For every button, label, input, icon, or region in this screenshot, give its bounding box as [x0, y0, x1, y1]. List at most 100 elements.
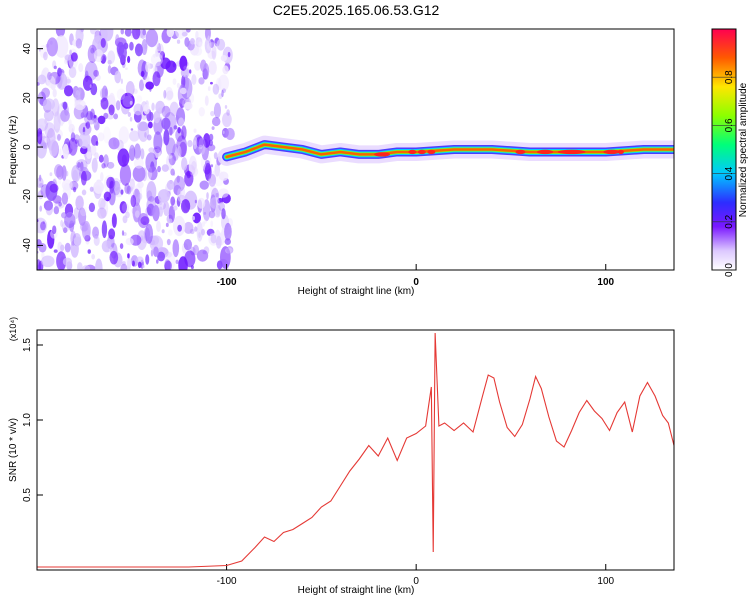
heatmap-noise-point-275: [116, 88, 126, 100]
heatmap-noise-point-422: [196, 249, 209, 262]
heatmap-noise-point-178: [112, 177, 121, 191]
heatmap-noise-point-588: [140, 70, 145, 78]
heatmap-noise-point-139: [113, 187, 124, 198]
heatmap-noise-point-568: [161, 117, 171, 130]
heatmap-noise-point-499: [215, 77, 222, 91]
heatmap-noise-point-703: [152, 204, 160, 222]
heatmap-noise-point-530: [60, 219, 64, 227]
heatmap-noise-point-503: [115, 100, 121, 111]
heatmap-noise-point-710: [43, 220, 45, 225]
heatmap-noise-point-309: [218, 74, 229, 92]
heatmap-noise-point-674: [197, 197, 206, 209]
heatmap-noise-point-578: [155, 43, 163, 52]
heatmap-noise-point-457: [55, 72, 68, 90]
heatmap-ridge-peak-7: [603, 149, 620, 155]
heatmap-noise-point-583: [176, 82, 181, 89]
line-x-tick-label-0: -100: [217, 576, 237, 587]
heatmap-noise-point-460: [114, 70, 122, 84]
heatmap-noise-point-553: [146, 134, 152, 141]
heatmap-noise-point-493: [198, 41, 202, 47]
bottom-y-multiplier: (x10⁴): [8, 317, 18, 341]
heatmap-noise-point-575: [127, 55, 131, 64]
heatmap-noise-point-486: [164, 86, 174, 101]
heatmap-noise-point-497: [208, 178, 213, 184]
heatmap-noise-point-714: [180, 87, 187, 95]
heatmap-noise-point-596: [108, 228, 116, 240]
heatmap-noise-point-638: [132, 165, 146, 182]
heatmap-noise-point-162: [222, 130, 225, 134]
heatmap-noise-point-584: [109, 250, 119, 265]
heatmap-noise-point-559: [106, 112, 114, 120]
heatmap-noise-point-473: [37, 259, 41, 270]
heatmap-noise-point-211: [181, 125, 187, 140]
heatmap-noise-point-698: [69, 49, 72, 55]
heatmap-noise-point-413: [136, 230, 148, 250]
heatmap-noise-point-625: [38, 174, 42, 182]
heatmap-noise-point-165: [136, 256, 144, 264]
heatmap-noise-point-590: [199, 144, 203, 149]
heatmap-noise-point-80: [211, 126, 215, 130]
colorbar-tick-label-4: 0.8: [724, 70, 735, 84]
heatmap-noise-point-554: [104, 88, 108, 97]
heatmap-noise-point-513: [115, 34, 120, 45]
heatmap-noise-point-340: [204, 162, 212, 182]
heatmap-noise-point-379: [176, 39, 181, 44]
heatmap-noise-point-397: [68, 66, 77, 78]
heatmap-noise-point-630: [222, 112, 232, 128]
line-x-axis-label: Height of straight line (km): [298, 585, 415, 596]
heatmap-noise-point-383: [59, 148, 62, 157]
heatmap-noise-point-667: [132, 29, 141, 40]
heatmap-noise-point-392: [222, 65, 229, 75]
heatmap-y-axis-label: Frequency (Hz): [8, 116, 19, 185]
heatmap-noise-point-348: [72, 169, 79, 183]
heatmap-noise-point-619: [75, 87, 82, 96]
heatmap-noise-point-438: [165, 154, 173, 171]
heatmap-noise-point-626: [208, 133, 214, 142]
heatmap-noise-point-321: [85, 121, 91, 129]
heatmap-ridge-layer: [217, 135, 674, 166]
heatmap-noise-point-582: [116, 41, 125, 56]
line-y-tick-label-1: 1.0: [22, 413, 33, 427]
heatmap-noise-point-458: [87, 249, 91, 254]
heatmap-noise-point-604: [173, 147, 179, 158]
heatmap-x-tick-label-0: -100: [217, 277, 237, 288]
heatmap-noise-point-161: [139, 79, 145, 92]
heatmap-noise-point-2: [168, 152, 176, 166]
heatmap-noise-point-494: [54, 35, 69, 58]
heatmap-noise-point-715: [119, 243, 124, 250]
heatmap-noise-point-253: [37, 217, 48, 234]
heatmap-noise-point-632: [83, 112, 97, 125]
heatmap-noise-point-396: [43, 137, 49, 143]
heatmap-noise-point-512: [38, 243, 47, 253]
heatmap-noise-point-675: [93, 115, 97, 119]
heatmap-noise-point-221: [227, 51, 231, 58]
heatmap-noise-point-719: [140, 216, 150, 226]
heatmap-noise-point-238: [147, 121, 153, 129]
heatmap-noise-point-434: [199, 180, 209, 190]
heatmap-noise-layer: [37, 29, 235, 270]
heatmap-noise-point-104: [165, 222, 169, 228]
heatmap-noise-point-606: [60, 109, 70, 122]
heatmap-noise-point-421: [148, 147, 155, 153]
heatmap-noise-point-447: [157, 251, 166, 262]
top-heatmap-chart: -100 0 100 -40 -20 0 20 40 Height of straight l…: [8, 28, 749, 297]
heatmap-noise-point-278: [56, 251, 67, 270]
heatmap-noise-point-373: [144, 131, 147, 138]
heatmap-noise-point-613: [62, 257, 73, 266]
heatmap-noise-point-206: [166, 238, 171, 246]
heatmap-noise-point-702: [81, 220, 91, 241]
heatmap-noise-point-548: [101, 162, 106, 169]
heatmap-noise-point-440: [130, 128, 134, 131]
heatmap-noise-point-681: [66, 78, 72, 84]
heatmap-noise-point-618: [93, 235, 100, 246]
heatmap-noise-point-687: [43, 51, 48, 61]
heatmap-noise-point-129: [166, 180, 175, 191]
heatmap-noise-point-484: [181, 157, 188, 171]
heatmap-noise-point-444: [41, 87, 51, 98]
heatmap-noise-point-609: [183, 65, 190, 71]
heatmap-noise-point-718: [177, 126, 181, 134]
heatmap-x-tick-label-2: 100: [597, 277, 614, 288]
heatmap-noise-point-709: [53, 111, 61, 133]
colorbar-tick-label-2: 0.4: [724, 166, 735, 180]
heatmap-noise-point-546: [127, 253, 130, 259]
